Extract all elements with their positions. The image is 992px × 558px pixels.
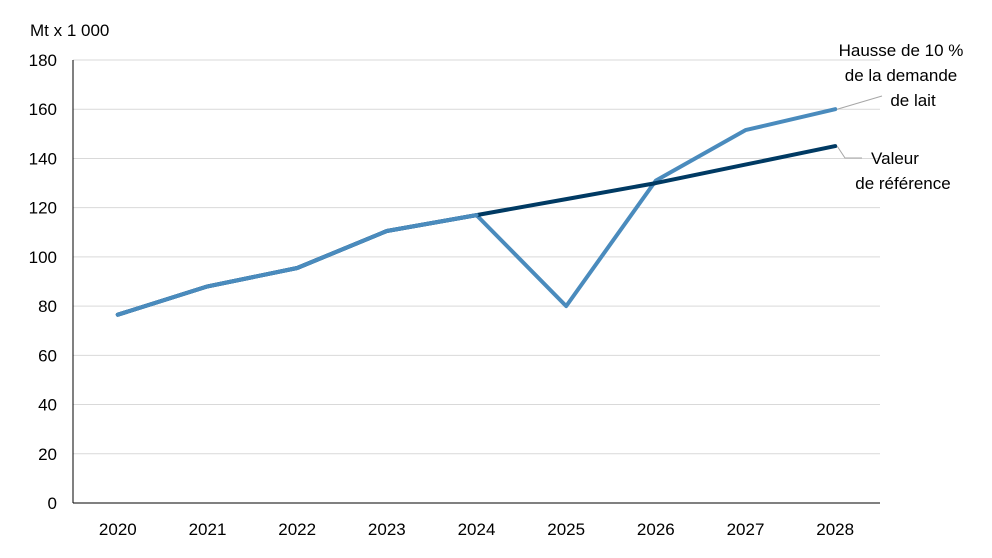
x-tick-label: 2022	[278, 520, 316, 539]
x-tick-label: 2028	[816, 520, 854, 539]
series-label-milk-demand: Hausse de 10 % de la demande de lait	[839, 41, 964, 110]
leader-line-milk-demand	[837, 95, 883, 110]
series-line-reference	[115, 144, 838, 317]
y-tick-label: 100	[29, 248, 57, 267]
leader-line-reference	[836, 145, 862, 159]
y-axis-label: Mt x 1 000	[30, 21, 109, 40]
x-tick-label: 2021	[189, 520, 227, 539]
y-tick-label: 0	[48, 494, 57, 513]
y-tick-label: 20	[38, 445, 57, 464]
x-tick-label: 2024	[458, 520, 496, 539]
x-tick-label: 2023	[368, 520, 406, 539]
gridlines	[73, 59, 880, 455]
y-tick-label: 80	[38, 297, 57, 316]
y-tick-label: 180	[29, 51, 57, 70]
y-tick-labels: 0 20 40 60 80 100 120 140 160 180	[29, 51, 57, 513]
x-tick-label: 2027	[727, 520, 765, 539]
series-line-shared-segment	[115, 213, 479, 317]
x-tick-label: 2025	[547, 520, 585, 539]
x-tick-label: 2026	[637, 520, 675, 539]
x-tick-labels: 2020 2021 2022 2023 2024 2025 2026 2027 2028	[99, 520, 854, 539]
x-tick-label: 2020	[99, 520, 137, 539]
series-label-reference: Valeur de référence	[855, 149, 950, 193]
y-tick-label: 60	[38, 346, 57, 365]
series-annotations: Hausse de 10 % de la demande de lait Valeur…	[836, 41, 964, 193]
series-lines	[115, 107, 838, 317]
y-tick-label: 40	[38, 396, 57, 415]
y-tick-label: 120	[29, 199, 57, 218]
axes	[72, 60, 880, 504]
y-tick-label: 160	[29, 100, 57, 119]
y-tick-label: 140	[29, 149, 57, 168]
